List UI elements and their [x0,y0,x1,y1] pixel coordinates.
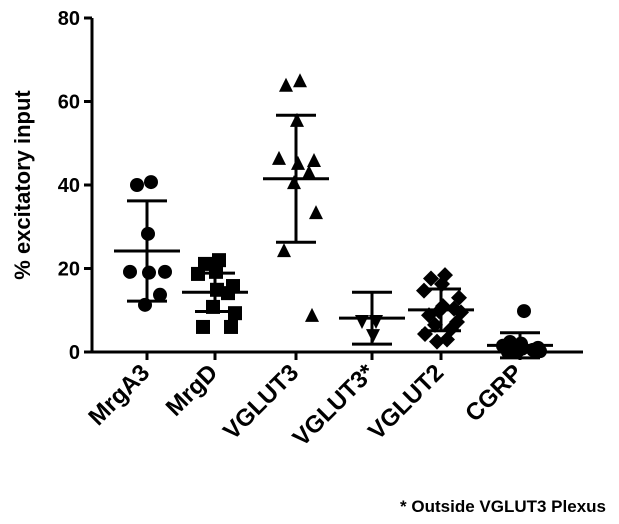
data-point [517,304,531,319]
y-tick-label: 80 [58,8,80,30]
data-point [293,73,307,88]
data-point [142,265,156,280]
y-tick-label: 20 [58,259,80,281]
data-point [130,178,144,192]
data-point [429,333,445,350]
data-point [507,345,521,359]
y-tick-label: 60 [58,92,80,114]
data-point [529,345,543,359]
data-point [277,243,291,258]
data-point [224,319,238,334]
data-point [427,316,443,333]
data-point [212,253,226,268]
data-point [423,270,439,287]
data-point [272,150,286,165]
y-tick-label: 40 [58,175,80,197]
data-point [228,306,242,321]
y-tick-label: 0 [69,342,80,364]
x-tick-label: VGLUT2 [363,359,449,445]
data-point [123,264,137,279]
data-point [279,77,293,92]
x-tick-label: MrgA3 [83,359,155,431]
data-point [287,175,301,190]
data-point [153,287,167,302]
data-point [158,264,172,279]
data-point [305,307,319,322]
data-point [416,282,432,299]
x-tick-label: VGLUT3* [288,359,381,452]
data-point [196,319,210,334]
data-point [144,175,158,190]
x-tick-label: MrgD [161,359,223,421]
y-axis-label: % excitatory input [10,90,35,280]
x-tick-label: CGRP [460,359,528,427]
data-point [309,205,323,220]
annotation: * Outside VGLUT3 Plexus [400,497,606,516]
data-point [291,155,305,170]
data-point [302,165,316,180]
data-point [307,152,321,167]
